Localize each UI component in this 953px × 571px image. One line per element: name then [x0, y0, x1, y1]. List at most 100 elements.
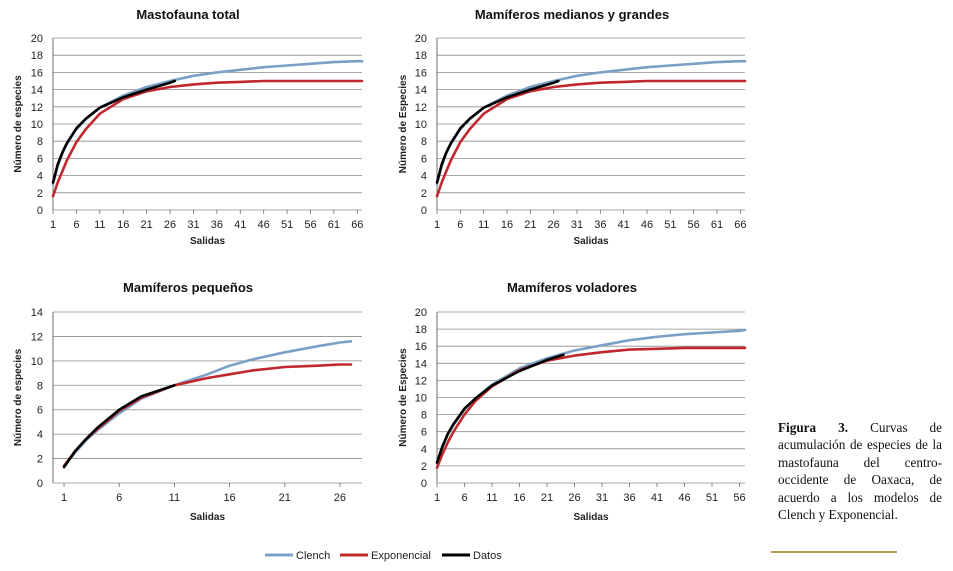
chart-1-ytick-label: 4 [37, 171, 43, 183]
chart-2-xtick-label: 6 [457, 219, 463, 231]
chart-2-xtick-label: 26 [548, 219, 560, 231]
chart-4-ytick-label: 18 [415, 324, 427, 336]
chart-4-ytick-label: 0 [421, 478, 427, 490]
chart-3-ytick-label: 2 [37, 454, 43, 466]
chart-1-ytick-label: 14 [31, 85, 43, 97]
chart-1-series-datos [51, 79, 176, 184]
chart-4-ytick-label: 16 [415, 341, 427, 353]
chart-4-ytick-label: 12 [415, 375, 427, 387]
chart-4-series-exponencial [435, 346, 747, 469]
chart-3-xtick-label: 11 [169, 492, 180, 504]
chart-4-xtick-label: 51 [706, 492, 718, 504]
chart-4-xtick-label: 26 [568, 492, 580, 504]
chart-3-xlabel: Salidas [190, 512, 225, 523]
chart-2-ytick-label: 12 [415, 102, 427, 114]
chart-4-xtick-label: 16 [513, 492, 525, 504]
chart-2-xtick-label: 21 [524, 219, 536, 231]
chart-1-xtick-label: 41 [234, 219, 246, 231]
figure-caption: Figura 3. Curvas de acumulación de espec… [778, 419, 942, 523]
chart-4-xtick-label: 46 [678, 492, 690, 504]
chart-3-xtick-label: 21 [279, 492, 291, 504]
chart-2-xtick-label: 51 [664, 219, 676, 231]
chart-1-xtick-label: 46 [258, 219, 270, 231]
chart-1-ytick-label: 0 [37, 205, 43, 217]
chart-2-ytick-label: 18 [415, 50, 427, 62]
chart-2-ytick-label: 8 [421, 136, 427, 148]
chart-3-title: Mamíferos pequeños [123, 280, 253, 295]
chart-3-xtick-label: 1 [61, 492, 67, 504]
chart-3-ytick-label: 0 [37, 478, 43, 490]
chart-1-ytick-label: 10 [31, 119, 43, 131]
chart-2-ytick-label: 20 [415, 33, 427, 45]
caption-underline [771, 551, 897, 553]
chart-1-ytick-label: 6 [37, 153, 43, 165]
chart-1-ytick-label: 20 [31, 33, 43, 45]
chart-2-ytick-label: 2 [421, 188, 427, 200]
caption-text: Curvas de acumulación de especies de la … [778, 420, 942, 523]
chart-1-ytick-label: 12 [31, 102, 43, 114]
chart-4-xtick-label: 36 [623, 492, 635, 504]
chart-2-xtick-label: 61 [711, 219, 723, 231]
chart-4-xtick-label: 21 [541, 492, 553, 504]
chart-2-ytick-label: 0 [421, 205, 427, 217]
chart-4-ytick-label: 20 [415, 307, 427, 319]
chart-4-ytick-label: 14 [415, 358, 427, 370]
chart-3-ytick-label: 8 [37, 380, 43, 392]
chart-2-xtick-label: 31 [571, 219, 583, 231]
chart-4-xtick-label: 6 [461, 492, 467, 504]
chart-3-ytick-label: 4 [37, 429, 43, 441]
chart-4-xlabel: Salidas [573, 512, 608, 523]
chart-2-ytick-label: 4 [421, 171, 427, 183]
chart-1-xtick-label: 16 [117, 219, 129, 231]
chart-4-series-clench [435, 328, 747, 465]
chart-2-xtick-label: 41 [618, 219, 630, 231]
chart-2-xlabel: Salidas [573, 236, 608, 247]
chart-3-ytick-label: 14 [31, 307, 43, 319]
chart-2-ytick-label: 6 [421, 153, 427, 165]
chart-2-ylabel: Número de Especies [398, 74, 409, 173]
chart-1-xtick-label: 56 [304, 219, 316, 231]
chart-4-series-datos [435, 353, 565, 464]
chart-1-xlabel: Salidas [190, 236, 225, 247]
chart-3-ylabel: Número de especies [13, 348, 24, 446]
chart-3-series-exponencial [62, 363, 353, 468]
chart-2-xtick-label: 16 [501, 219, 513, 231]
chart-1-ytick-label: 16 [31, 67, 43, 79]
chart-1-xtick-label: 31 [187, 219, 199, 231]
chart-2-title: Mamíferos medianos y grandes [475, 7, 669, 22]
chart-1-xtick-label: 1 [50, 219, 56, 231]
chart-1-xtick-label: 11 [94, 219, 105, 231]
chart-3-ytick-label: 12 [31, 331, 43, 343]
chart-2-ytick-label: 14 [415, 85, 427, 97]
chart-3-ytick-label: 6 [37, 405, 43, 417]
chart-4-xtick-label: 31 [596, 492, 608, 504]
chart-4-title: Mamíferos voladores [507, 280, 637, 295]
chart-2-series-datos [435, 79, 560, 184]
chart-1-xtick-label: 66 [351, 219, 363, 231]
chart-1-xtick-label: 51 [281, 219, 293, 231]
chart-4-ytick-label: 8 [421, 410, 427, 422]
chart-2-xtick-label: 36 [594, 219, 606, 231]
chart-4-ytick-label: 4 [421, 444, 427, 456]
chart-1-xtick-label: 26 [164, 219, 176, 231]
chart-4-ytick-label: 6 [421, 427, 427, 439]
chart-4-xtick-label: 41 [651, 492, 663, 504]
chart-1-xtick-label: 6 [73, 219, 79, 231]
chart-1-title: Mastofauna total [136, 7, 239, 22]
chart-2-xtick-label: 66 [734, 219, 746, 231]
chart-2-xtick-label: 1 [434, 219, 440, 231]
legend-label-clench: Clench [296, 550, 330, 562]
chart-2-series-exponencial [435, 79, 747, 198]
chart-4-xtick-label: 1 [434, 492, 440, 504]
chart-2-ytick-label: 10 [415, 119, 427, 131]
chart-2-series-clench [435, 59, 747, 186]
chart-3-series-datos [62, 383, 176, 469]
chart-2-xtick-label: 56 [688, 219, 700, 231]
chart-3-xtick-label: 6 [116, 492, 122, 504]
chart-1-ytick-label: 18 [31, 50, 43, 62]
chart-1-series-exponencial [51, 79, 364, 198]
chart-1-xtick-label: 21 [141, 219, 153, 231]
legend-label-datos: Datos [473, 550, 502, 562]
caption-label: Figura 3. [778, 420, 849, 435]
